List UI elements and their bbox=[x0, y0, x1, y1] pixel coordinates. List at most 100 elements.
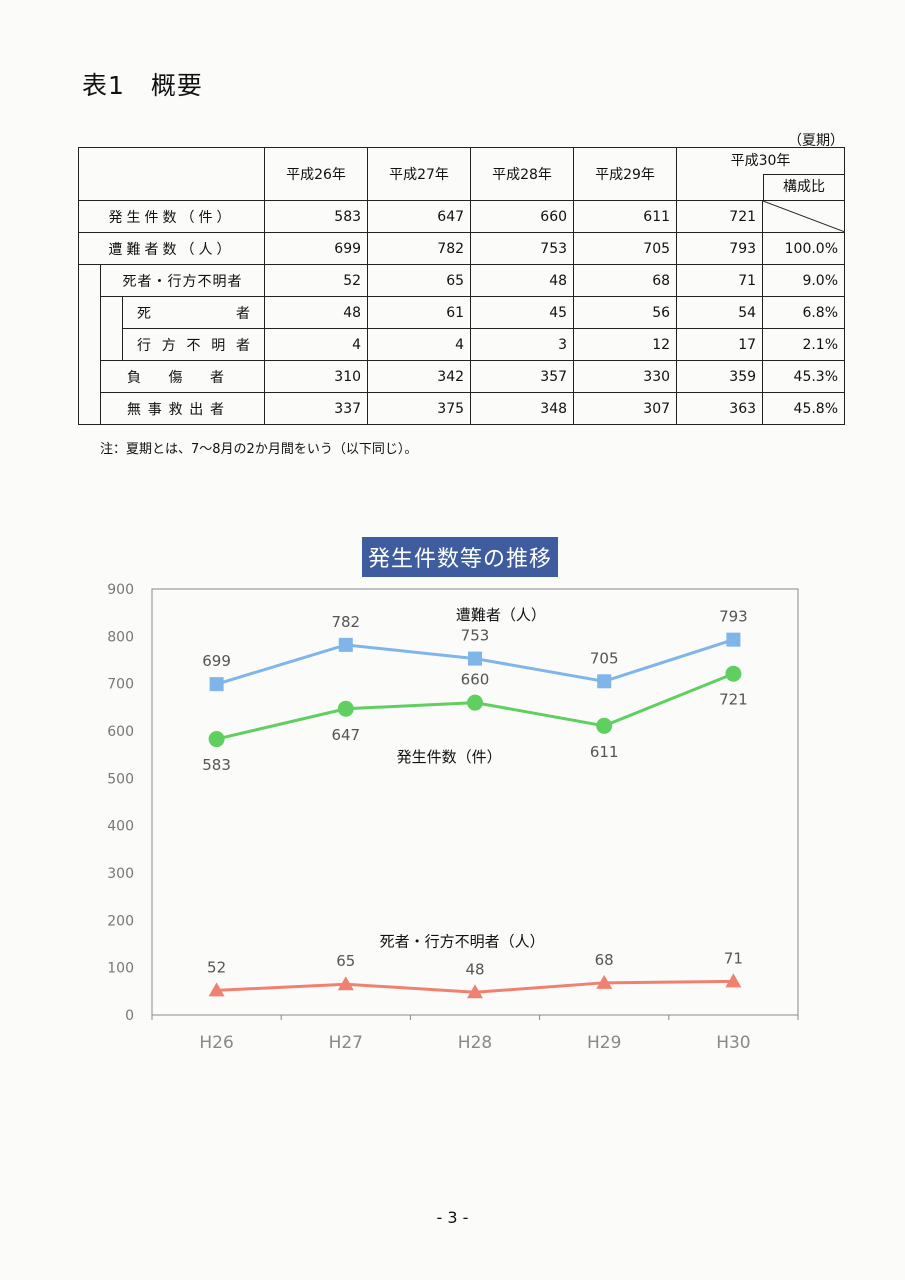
data-label: 660 bbox=[461, 671, 490, 689]
row-label: 遭難者数（人） bbox=[77, 232, 266, 265]
indent-cell bbox=[100, 296, 123, 361]
table-corner-cell bbox=[77, 147, 266, 201]
cell: 45 bbox=[470, 296, 575, 329]
page-title: 表1 概要 bbox=[82, 71, 203, 100]
cell: 4 bbox=[264, 328, 369, 361]
data-point bbox=[467, 694, 483, 711]
ratio-cell: 45.8% bbox=[762, 392, 846, 425]
cell: 359 bbox=[676, 360, 764, 393]
table-row: 無事救出者 337 375 348 307 363 45.8% bbox=[79, 392, 846, 425]
data-label: 65 bbox=[336, 952, 355, 970]
table-header-row: 平成26年 平成27年 平成28年 平成29年 平成30年 構成比 bbox=[77, 147, 846, 201]
cell: 583 bbox=[264, 200, 369, 233]
data-point bbox=[338, 637, 353, 652]
series-label: 発生件数（件） bbox=[397, 748, 502, 766]
row-label: 負傷者 bbox=[99, 360, 266, 393]
table-note: 注：夏期とは、7～8月の2か月間をいう（以下同じ）。 bbox=[100, 442, 418, 457]
x-tick-label: H27 bbox=[329, 1033, 363, 1053]
year-header: 平成28年 bbox=[470, 147, 575, 201]
cell: 375 bbox=[367, 392, 472, 425]
cell: 363 bbox=[676, 392, 764, 425]
data-point bbox=[597, 674, 612, 689]
x-tick-label: H30 bbox=[716, 1033, 750, 1053]
y-tick-label: 100 bbox=[107, 961, 134, 977]
cell: 753 bbox=[470, 232, 575, 265]
cell: 71 bbox=[676, 264, 764, 297]
cell: 3 bbox=[470, 328, 575, 361]
data-point bbox=[596, 974, 613, 989]
data-label: 68 bbox=[595, 951, 614, 969]
row-label: 発生件数（件） bbox=[77, 200, 266, 233]
data-label: 721 bbox=[719, 691, 748, 709]
row-label: 死者・行方不明者 bbox=[99, 264, 266, 297]
cell: 56 bbox=[573, 296, 678, 329]
year-header: 平成29年 bbox=[573, 147, 678, 201]
chart-title: 発生件数等の推移 bbox=[362, 537, 559, 577]
cell: 647 bbox=[367, 200, 472, 233]
ratio-cell: 2.1% bbox=[762, 328, 846, 361]
season-label: （夏期） bbox=[788, 133, 844, 149]
y-tick-label: 500 bbox=[107, 771, 134, 787]
diagonal-cell bbox=[762, 200, 846, 233]
table-row: 死者・行方不明者 52 65 48 68 71 9.0% bbox=[78, 264, 846, 425]
year-header: 平成27年 bbox=[367, 147, 472, 201]
data-point bbox=[208, 982, 225, 997]
cell: 12 bbox=[573, 328, 678, 361]
ratio-cell: 9.0% bbox=[762, 264, 846, 297]
cell: 660 bbox=[470, 200, 575, 233]
data-point bbox=[208, 731, 225, 748]
series-label: 遭難者（人） bbox=[456, 606, 546, 624]
data-label: 71 bbox=[724, 949, 743, 967]
cell: 54 bbox=[676, 296, 764, 329]
x-tick-label: H28 bbox=[458, 1033, 492, 1053]
data-point bbox=[467, 984, 483, 999]
cell: 348 bbox=[470, 392, 575, 425]
data-point bbox=[468, 651, 482, 666]
data-label: 782 bbox=[331, 613, 360, 631]
y-tick-label: 800 bbox=[107, 629, 134, 645]
data-label: 52 bbox=[207, 958, 226, 976]
data-label: 647 bbox=[331, 726, 360, 744]
data-point bbox=[337, 700, 354, 717]
row-label: 無事救出者 bbox=[99, 392, 266, 425]
data-label: 705 bbox=[590, 649, 619, 667]
table-row: 負傷者 310 342 357 330 359 45.3% bbox=[79, 360, 846, 393]
cell: 782 bbox=[367, 232, 472, 265]
ratio-cell: 100.0% bbox=[762, 232, 846, 265]
cell: 48 bbox=[264, 296, 369, 329]
y-tick-label: 400 bbox=[107, 819, 134, 835]
cell: 52 bbox=[264, 264, 369, 297]
year-header-label: 平成30年 bbox=[730, 153, 791, 169]
cell: 611 bbox=[573, 200, 678, 233]
cell: 705 bbox=[573, 232, 678, 265]
summary-table: 平成26年 平成27年 平成28年 平成29年 平成30年 構成比 発生件数（件… bbox=[77, 147, 846, 425]
cell: 330 bbox=[573, 360, 678, 393]
x-tick-label: H29 bbox=[587, 1033, 621, 1053]
indent-cell bbox=[78, 264, 101, 425]
data-point bbox=[726, 632, 741, 647]
cell: 357 bbox=[470, 360, 575, 393]
cell: 307 bbox=[573, 392, 678, 425]
line-chart: 0 100 200 300 400 500 600 700 800 900 H26 H27 H28 H29… bbox=[107, 582, 799, 1053]
data-point bbox=[725, 665, 742, 682]
y-tick-label: 300 bbox=[107, 866, 134, 882]
cell: 310 bbox=[264, 360, 369, 393]
plot-area bbox=[151, 588, 799, 1016]
data-point bbox=[209, 677, 224, 692]
cell: 48 bbox=[470, 264, 575, 297]
year-header: 平成26年 bbox=[264, 147, 369, 201]
series-label: 死者・行方不明者（人） bbox=[380, 932, 545, 950]
data-point bbox=[337, 976, 354, 991]
row-label: 行方不明者 bbox=[121, 328, 266, 361]
cell: 65 bbox=[367, 264, 472, 297]
data-label: 793 bbox=[719, 608, 748, 626]
ratio-cell: 45.3% bbox=[762, 360, 846, 393]
page-number: - 3 - bbox=[436, 1208, 469, 1227]
table-row: 行方不明者 4 4 3 12 17 2.1% bbox=[79, 328, 846, 361]
data-label: 699 bbox=[202, 652, 231, 670]
y-tick-label: 700 bbox=[107, 677, 134, 693]
table-row: 遭難者数（人） 699 782 753 705 793 100.0% bbox=[77, 232, 846, 265]
ratio-cell: 6.8% bbox=[762, 296, 846, 329]
y-tick-label: 900 bbox=[107, 582, 134, 598]
y-tick-label: 0 bbox=[125, 1008, 134, 1024]
